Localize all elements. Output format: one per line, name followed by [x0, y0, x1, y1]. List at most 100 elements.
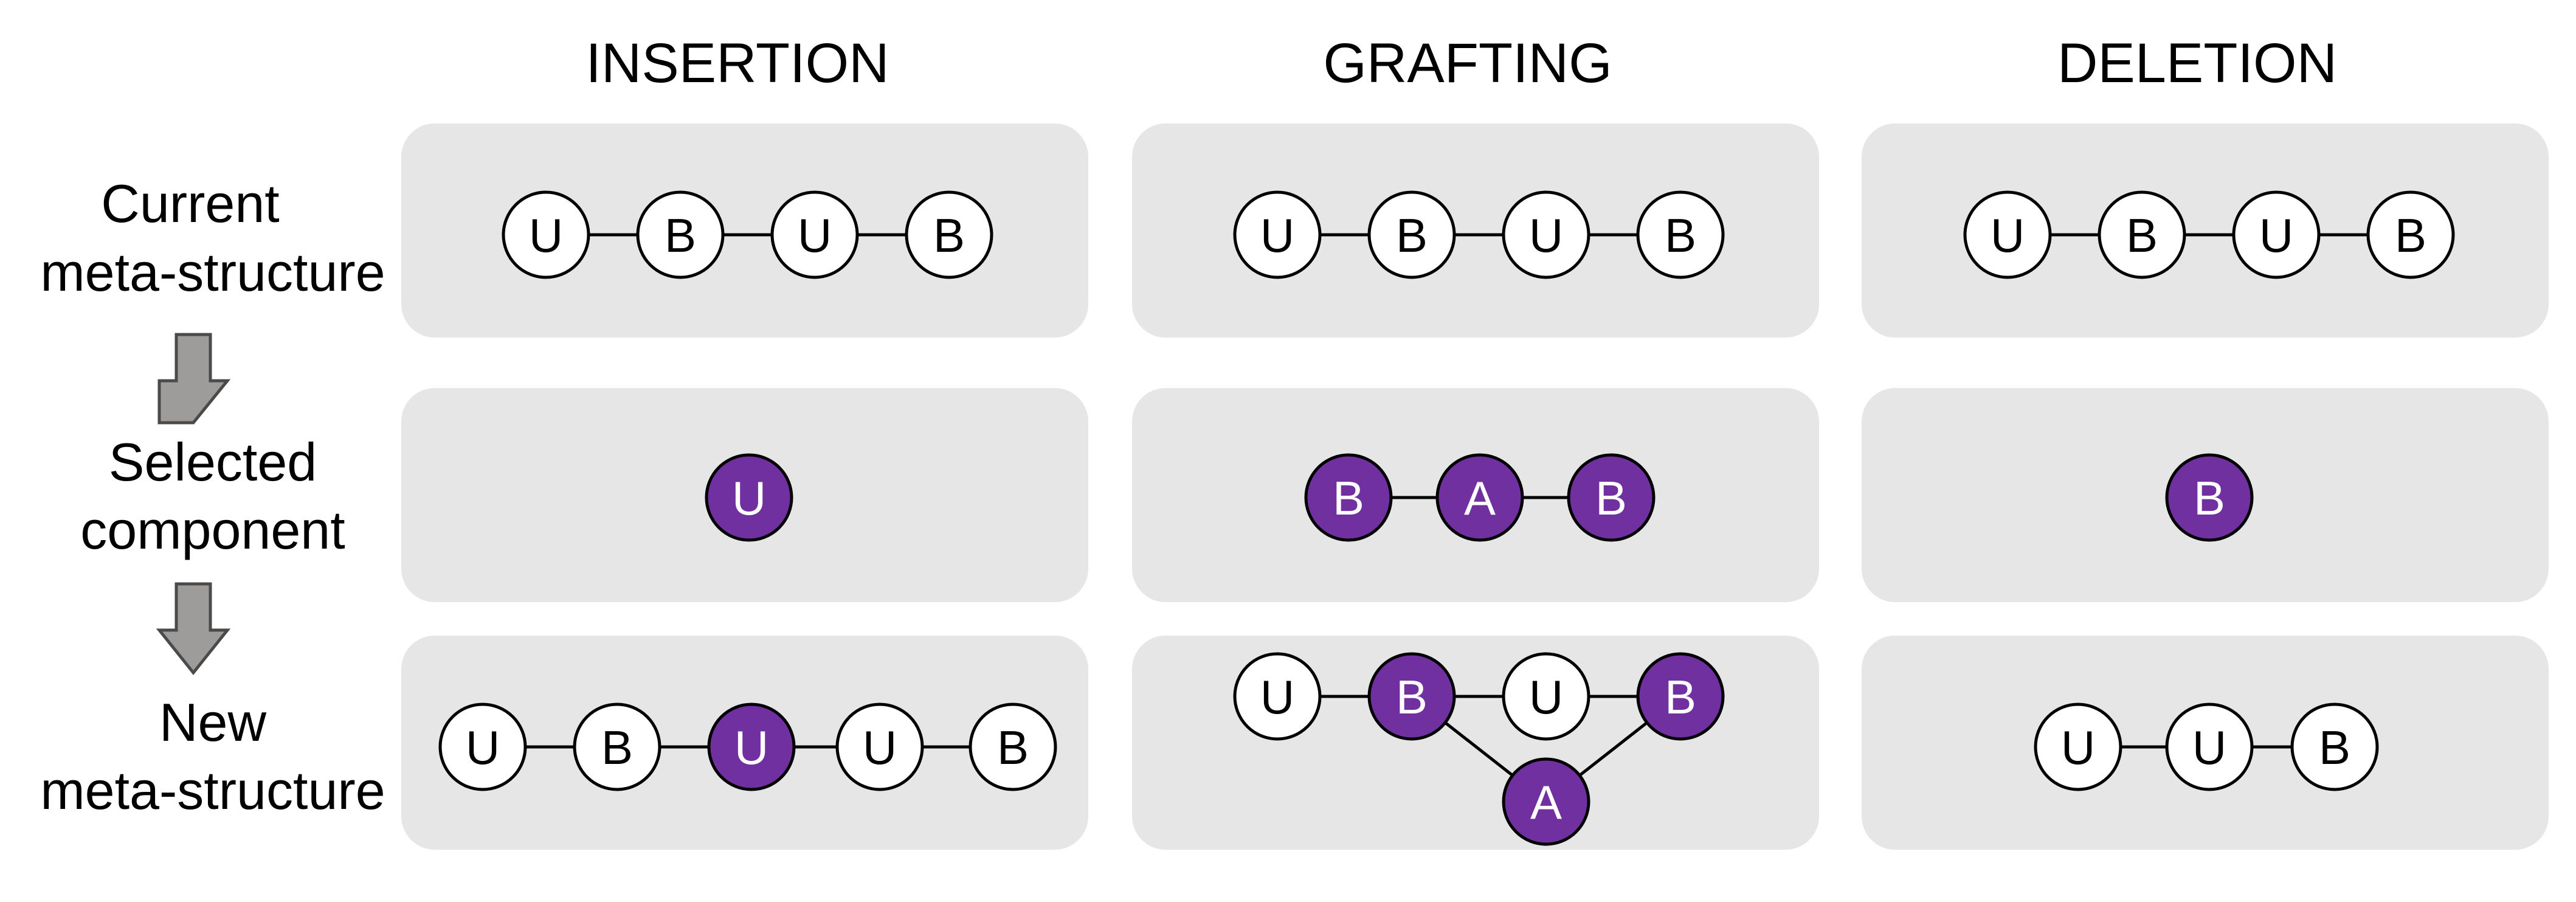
node-circle	[1502, 757, 1590, 846]
node-circle	[969, 703, 1057, 791]
node-label: U	[1529, 670, 1563, 724]
down-arrow-icon	[156, 582, 231, 676]
node-circle	[438, 703, 527, 791]
node-circle	[1636, 190, 1725, 279]
node-label: U	[2061, 721, 2095, 774]
node-deletion-new-u: U	[2165, 703, 2254, 791]
node-circle	[1233, 190, 1322, 279]
node-grafting-new-u: U	[1502, 652, 1590, 741]
node-insertion-new-b: B	[969, 703, 1057, 791]
node-circle	[770, 190, 859, 279]
node-circle	[1435, 453, 1524, 542]
node-circle	[1567, 453, 1656, 542]
node-label: B	[2319, 721, 2350, 774]
node-label: U	[2192, 721, 2226, 774]
node-circle	[705, 453, 793, 542]
node-label: B	[1665, 209, 1696, 262]
node-insertion-new-b: B	[573, 703, 661, 791]
node-label: B	[601, 721, 633, 774]
row-label-new-line1: New	[159, 692, 266, 752]
node-circle	[835, 703, 924, 791]
node-deletion-selected-b: B	[2165, 453, 2254, 542]
node-grafting-selected-b: B	[1304, 453, 1393, 542]
node-grafting-new-b: B	[1636, 652, 1725, 741]
node-circle	[905, 190, 993, 279]
node-circle	[1233, 652, 1322, 741]
node-label: U	[1529, 209, 1563, 262]
node-label: B	[2194, 471, 2225, 525]
node-grafting-current-u: U	[1502, 190, 1590, 279]
node-insertion-selected-u: U	[705, 453, 793, 542]
node-grafting-current-b: B	[1636, 190, 1725, 279]
node-label: U	[466, 721, 500, 774]
node-label: U	[734, 721, 768, 774]
node-circle	[636, 190, 725, 279]
column-title-grafting: GRAFTING	[1323, 32, 1612, 94]
node-label: U	[529, 209, 563, 262]
node-label: A	[1464, 471, 1496, 525]
panel-grafting-new	[1132, 636, 1819, 850]
node-circle	[502, 190, 590, 279]
node-circle	[2034, 703, 2122, 791]
node-deletion-current-u: U	[1963, 190, 2052, 279]
node-label: U	[2259, 209, 2293, 262]
node-insertion-current-b: B	[636, 190, 725, 279]
node-circle	[2290, 703, 2379, 791]
node-label: B	[933, 209, 965, 262]
down-arrow-icon	[157, 333, 231, 425]
node-label: B	[1665, 670, 1696, 724]
node-circle	[1304, 453, 1393, 542]
node-label: B	[2395, 209, 2426, 262]
node-grafting-current-b: B	[1367, 190, 1456, 279]
row-label-new-line2: meta-structure	[40, 760, 385, 820]
row-label-current-line1: Current	[101, 173, 279, 234]
node-insertion-current-b: B	[905, 190, 993, 279]
panel-deletion-current	[1862, 123, 2549, 338]
node-circle	[2232, 190, 2321, 279]
node-grafting-new-a: A	[1502, 757, 1590, 846]
node-circle	[573, 703, 661, 791]
node-label: B	[665, 209, 696, 262]
row-label-selected-line2: component	[80, 500, 345, 560]
row-label-selected-line1: Selected	[109, 432, 317, 492]
node-grafting-selected-a: A	[1435, 453, 1524, 542]
node-circle	[1963, 190, 2052, 279]
node-circle	[1367, 190, 1456, 279]
node-circle	[1502, 652, 1590, 741]
node-label: U	[1260, 209, 1294, 262]
column-title-insertion: INSERTION	[585, 32, 889, 94]
node-circle	[1367, 652, 1456, 741]
node-deletion-new-b: B	[2290, 703, 2379, 791]
node-label: B	[1396, 670, 1428, 724]
row-label-current-line2: meta-structure	[40, 242, 385, 302]
node-label: U	[1260, 670, 1294, 724]
node-label: U	[798, 209, 832, 262]
node-label: B	[2126, 209, 2158, 262]
node-label: B	[1396, 209, 1428, 262]
node-label: A	[1530, 775, 1562, 829]
node-grafting-current-u: U	[1233, 190, 1322, 279]
node-deletion-current-b: B	[2098, 190, 2186, 279]
node-circle	[2366, 190, 2455, 279]
node-deletion-current-b: B	[2366, 190, 2455, 279]
node-label: B	[1595, 471, 1627, 525]
node-grafting-new-u: U	[1233, 652, 1322, 741]
node-circle	[2098, 190, 2186, 279]
node-grafting-new-b: B	[1367, 652, 1456, 741]
node-circle	[707, 703, 796, 791]
node-label: U	[732, 471, 766, 525]
node-insertion-current-u: U	[770, 190, 859, 279]
node-label: U	[863, 721, 897, 774]
column-title-deletion: DELETION	[2057, 32, 2337, 94]
node-insertion-new-u: U	[438, 703, 527, 791]
node-deletion-new-u: U	[2034, 703, 2122, 791]
node-label: U	[1991, 209, 2025, 262]
node-insertion-new-u: U	[707, 703, 796, 791]
node-grafting-selected-b: B	[1567, 453, 1656, 542]
panel-insertion-current	[401, 123, 1088, 338]
node-insertion-current-u: U	[502, 190, 590, 279]
panel-grafting-current	[1132, 123, 1819, 338]
node-circle	[1636, 652, 1725, 741]
node-insertion-new-u: U	[835, 703, 924, 791]
